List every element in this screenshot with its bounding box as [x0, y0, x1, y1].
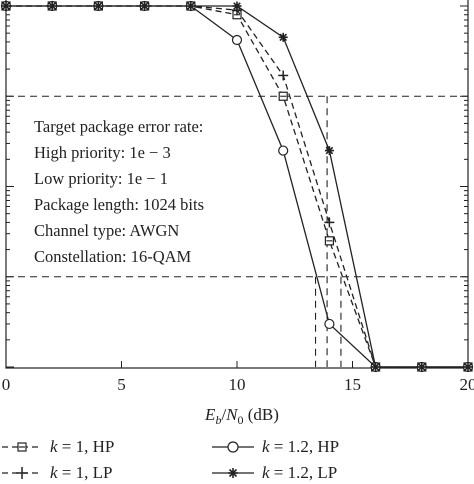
legend: k = 1, HP k = 1.2, HP k = 1, LP k = 1.2,…	[0, 436, 474, 481]
data-point	[48, 2, 57, 11]
data-point	[94, 2, 103, 11]
data-point	[140, 2, 149, 11]
data-point	[233, 2, 242, 11]
data-point	[371, 363, 380, 372]
data-point	[2, 2, 11, 11]
annotation-line: Low priority: 1e − 1	[34, 169, 168, 188]
data-point	[233, 36, 242, 45]
annotation-line: High priority: 1e − 3	[34, 143, 171, 162]
x-tick-label: 10	[229, 375, 246, 394]
x-axis-label: Eb/N0 (dB)	[204, 405, 279, 427]
data-point	[325, 146, 334, 155]
annotation-box: Target package error rate: High priority:…	[24, 112, 244, 272]
legend-swatch-k12-hp	[212, 440, 254, 454]
x-tick-label: 15	[344, 375, 361, 394]
legend-swatch-k12-lp	[212, 466, 254, 480]
annotation-line: Target package error rate:	[34, 117, 203, 136]
legend-label: k = 1.2, LP	[262, 463, 337, 483]
data-point	[325, 237, 333, 245]
data-point	[186, 2, 195, 11]
legend-item: k = 1.2, HP	[212, 436, 339, 458]
legend-label: k = 1, HP	[50, 437, 114, 457]
legend-swatch-k1-hp	[2, 440, 42, 454]
legend-label: k = 1.2, HP	[262, 437, 339, 457]
data-point	[325, 319, 334, 328]
chart: 0 5 10 15 20 Target package error rate: High …	[0, 0, 474, 436]
data-point	[279, 33, 288, 42]
data-point	[417, 363, 426, 372]
data-point	[279, 146, 288, 155]
data-point	[279, 92, 287, 100]
annotation-line: Package length: 1024 bits	[34, 195, 204, 214]
data-point	[464, 363, 473, 372]
legend-swatch-k1-lp	[2, 466, 42, 480]
annotation-line: Constellation: 16-QAM	[34, 247, 192, 266]
annotation-line: Channel type: AWGN	[34, 221, 179, 240]
legend-label: k = 1, LP	[50, 463, 112, 483]
x-tick-label: 0	[2, 375, 11, 394]
legend-item: k = 1, HP	[2, 436, 114, 458]
x-tick-label: 5	[117, 375, 126, 394]
data-point	[324, 217, 334, 227]
x-tick-label: 20	[460, 375, 474, 394]
data-point	[278, 70, 288, 80]
